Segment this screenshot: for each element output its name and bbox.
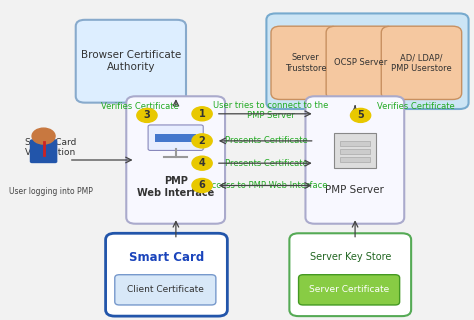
Text: Server Certificate: Server Certificate: [309, 285, 389, 294]
FancyBboxPatch shape: [340, 157, 370, 162]
Text: 4: 4: [199, 158, 205, 168]
FancyBboxPatch shape: [148, 125, 203, 150]
FancyBboxPatch shape: [299, 275, 400, 305]
Circle shape: [192, 179, 212, 193]
Text: Smart Card: Smart Card: [129, 251, 204, 264]
Text: 3: 3: [144, 110, 150, 120]
FancyBboxPatch shape: [381, 26, 462, 100]
FancyBboxPatch shape: [340, 141, 370, 146]
FancyBboxPatch shape: [126, 96, 225, 224]
FancyBboxPatch shape: [326, 26, 395, 100]
Text: Presents Certificate: Presents Certificate: [225, 136, 308, 145]
Text: PMP
Web Interface: PMP Web Interface: [137, 176, 214, 198]
Circle shape: [32, 128, 55, 144]
Text: 2: 2: [199, 136, 205, 146]
FancyBboxPatch shape: [106, 233, 228, 316]
Text: 1: 1: [199, 109, 205, 119]
FancyBboxPatch shape: [115, 275, 216, 305]
FancyBboxPatch shape: [334, 133, 375, 168]
Circle shape: [192, 107, 212, 121]
Text: Verifies Certificate: Verifies Certificate: [377, 102, 455, 111]
Text: PMP Server: PMP Server: [326, 185, 384, 195]
Text: User tries to connect to the
PMP Server: User tries to connect to the PMP Server: [213, 101, 328, 120]
Text: Smart Card
Verification: Smart Card Verification: [25, 138, 76, 157]
FancyBboxPatch shape: [266, 13, 469, 109]
Text: User logging into PMP: User logging into PMP: [9, 188, 92, 196]
FancyBboxPatch shape: [305, 96, 404, 224]
FancyBboxPatch shape: [271, 26, 340, 100]
Circle shape: [137, 108, 157, 123]
Text: 6: 6: [199, 180, 205, 190]
Text: Presents Certificate: Presents Certificate: [225, 159, 308, 168]
Circle shape: [192, 156, 212, 170]
Text: Client Certificate: Client Certificate: [127, 285, 204, 294]
Text: OCSP Server: OCSP Server: [334, 58, 387, 67]
FancyBboxPatch shape: [30, 139, 57, 163]
Text: Server
Truststore: Server Truststore: [285, 53, 326, 73]
Text: 5: 5: [357, 110, 364, 120]
FancyBboxPatch shape: [340, 149, 370, 154]
Text: Server Key Store: Server Key Store: [310, 252, 391, 262]
FancyBboxPatch shape: [290, 233, 411, 316]
Text: AD/ LDAP/
PMP Userstore: AD/ LDAP/ PMP Userstore: [391, 53, 452, 73]
Circle shape: [192, 134, 212, 148]
FancyBboxPatch shape: [76, 20, 186, 103]
Text: Verifies Certificate: Verifies Certificate: [101, 102, 179, 111]
FancyBboxPatch shape: [155, 133, 196, 142]
Circle shape: [350, 108, 371, 123]
Text: Access to PMP Web Interface: Access to PMP Web Interface: [206, 181, 327, 190]
Text: Browser Certificate
Authority: Browser Certificate Authority: [81, 51, 181, 72]
